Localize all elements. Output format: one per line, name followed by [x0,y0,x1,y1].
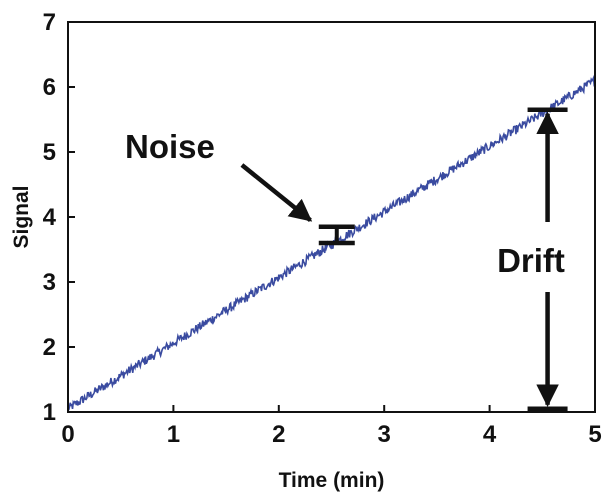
drift-range-arrow [527,107,568,411]
x-tick-label: 4 [483,421,497,448]
noise-annotation-label: Noise [125,128,215,165]
y-axis-label: Signal [10,185,33,248]
x-tick-label: 0 [61,421,74,448]
noise-pointer-arrow [240,163,313,223]
y-tick-label: 1 [43,399,56,426]
x-tick-label: 1 [167,421,180,448]
y-tick-label: 3 [43,269,56,296]
drift-annotation-label: Drift [497,242,565,279]
x-tick-label: 3 [378,421,391,448]
y-tick-label: 5 [43,139,56,166]
y-tick-label: 7 [43,9,56,36]
x-axis-label: Time (min) [279,469,385,492]
y-tick-label: 6 [43,74,56,101]
noise-range-bar [318,224,355,246]
y-tick-label: 4 [43,204,57,231]
x-tick-label: 5 [588,421,601,448]
plot-frame [67,21,596,413]
x-tick-label: 2 [272,421,285,448]
y-tick-label: 2 [43,334,56,361]
